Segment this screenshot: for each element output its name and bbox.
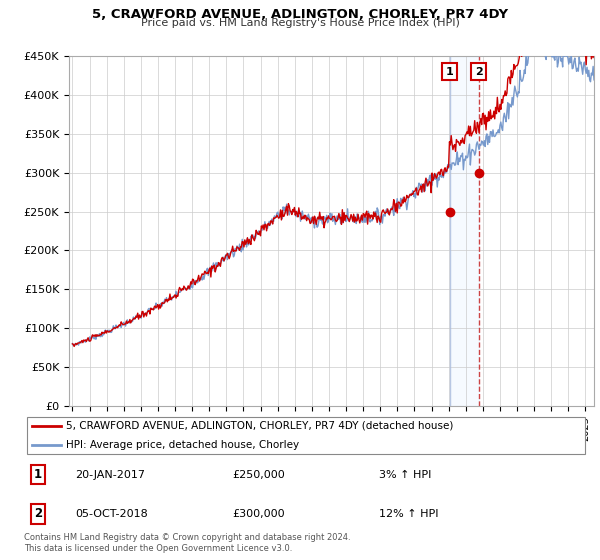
Text: 2: 2: [475, 67, 482, 77]
Text: £300,000: £300,000: [233, 509, 286, 519]
Text: 5, CRAWFORD AVENUE, ADLINGTON, CHORLEY, PR7 4DY: 5, CRAWFORD AVENUE, ADLINGTON, CHORLEY, …: [92, 8, 508, 21]
Text: Contains HM Land Registry data © Crown copyright and database right 2024.
This d: Contains HM Land Registry data © Crown c…: [24, 533, 350, 553]
Text: 12% ↑ HPI: 12% ↑ HPI: [379, 509, 439, 519]
Text: 5, CRAWFORD AVENUE, ADLINGTON, CHORLEY, PR7 4DY (detached house): 5, CRAWFORD AVENUE, ADLINGTON, CHORLEY, …: [66, 421, 454, 431]
Text: 05-OCT-2018: 05-OCT-2018: [75, 509, 148, 519]
Text: 1: 1: [446, 67, 454, 77]
Text: HPI: Average price, detached house, Chorley: HPI: Average price, detached house, Chor…: [66, 440, 299, 450]
Text: 20-JAN-2017: 20-JAN-2017: [75, 470, 145, 479]
Text: 2: 2: [34, 507, 42, 520]
Text: £250,000: £250,000: [233, 470, 286, 479]
Bar: [449, 56, 479, 406]
Text: 1: 1: [34, 468, 42, 481]
FancyBboxPatch shape: [27, 417, 585, 454]
Text: Price paid vs. HM Land Registry's House Price Index (HPI): Price paid vs. HM Land Registry's House …: [140, 18, 460, 29]
Text: 3% ↑ HPI: 3% ↑ HPI: [379, 470, 431, 479]
